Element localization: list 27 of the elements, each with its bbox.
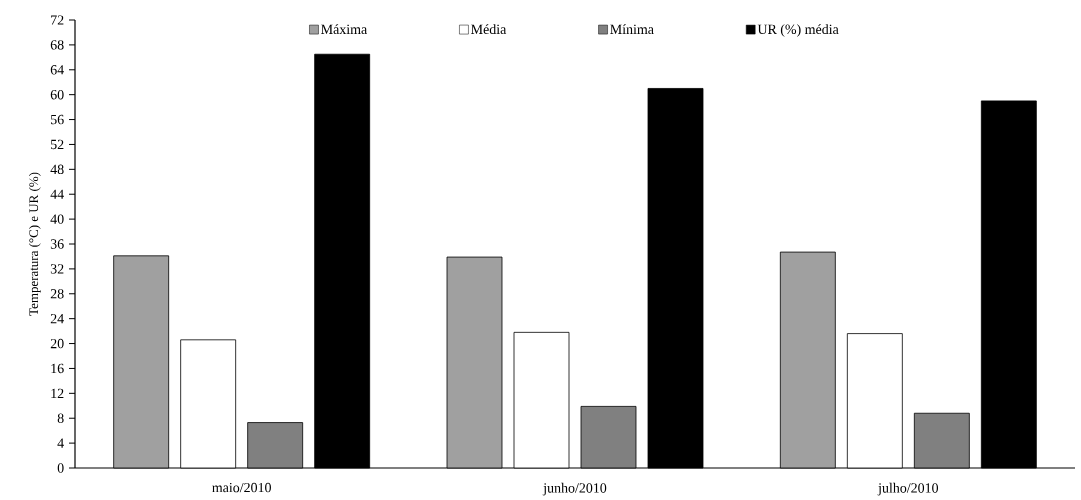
x-tick-label: julho/2010 <box>877 482 939 496</box>
y-tick-label: 40 <box>50 214 64 224</box>
y-tick-label: 20 <box>50 338 64 349</box>
y-tick-label: 44 <box>50 189 64 199</box>
x-tick-label: junho/2010 <box>542 482 607 496</box>
y-tick-label: 8 <box>57 413 64 423</box>
legend-label: Máxima <box>321 24 368 35</box>
y-tick-label: 52 <box>51 139 64 150</box>
y-tick-label: 16 <box>51 363 64 374</box>
legend-label: UR (%) média <box>757 24 839 37</box>
y-tick-label: 12 <box>51 388 64 398</box>
y-tick-label: 60 <box>50 89 64 100</box>
y-tick-label: 56 <box>51 114 64 125</box>
y-tick-label: 48 <box>50 164 64 175</box>
legend-label: Mínima <box>610 24 654 35</box>
legend-label: Média <box>471 24 507 35</box>
y-tick-label: 64 <box>50 65 64 75</box>
y-tick-label: 0 <box>57 463 64 473</box>
x-tick-label: maio/2010 <box>212 482 271 493</box>
y-axis-title: Temperatura (°C) e UR (%) <box>28 172 41 316</box>
y-tick-label: 32 <box>50 264 64 274</box>
y-tick-label: 36 <box>50 239 64 249</box>
y-tick-label: 24 <box>50 314 64 324</box>
y-tick-label: 72 <box>51 15 64 25</box>
y-tick-label: 68 <box>50 40 64 50</box>
y-tick-label: 4 <box>57 438 64 448</box>
y-tick-label: 28 <box>50 289 64 299</box>
